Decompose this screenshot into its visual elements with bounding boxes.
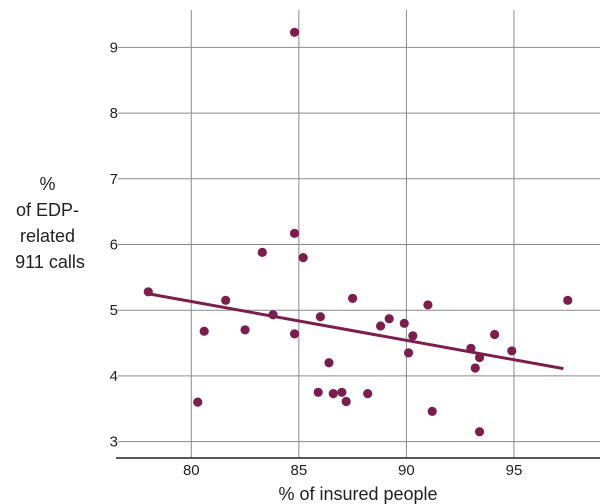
data-point — [324, 358, 334, 368]
data-point — [423, 300, 433, 310]
y-tick-label: 5 — [110, 302, 118, 319]
data-point — [427, 406, 437, 416]
data-point — [507, 346, 517, 356]
x-tick-label: 90 — [398, 462, 415, 479]
data-point — [221, 295, 231, 305]
data-point — [489, 329, 500, 340]
y-tick-label: 3 — [110, 434, 118, 451]
data-point — [328, 389, 338, 399]
y-axis-label-line: % — [39, 174, 55, 194]
data-point — [199, 326, 209, 336]
y-axis-label-line: 911 calls — [15, 252, 85, 272]
data-point — [298, 253, 308, 263]
data-point — [337, 387, 347, 397]
data-point — [375, 321, 386, 331]
data-point — [313, 387, 323, 397]
data-point — [289, 228, 300, 238]
data-point — [403, 348, 414, 358]
vertical-gridlines — [190, 10, 515, 458]
data-point — [315, 312, 325, 322]
y-axis-label: % of EDP- related 911 calls — [15, 174, 85, 272]
y-tick-label: 9 — [110, 39, 118, 56]
x-tick-label: 85 — [291, 462, 308, 479]
data-point — [257, 247, 267, 257]
data-point — [563, 295, 573, 305]
data-point — [289, 329, 300, 339]
data-point — [408, 331, 418, 341]
x-tick-label: 95 — [506, 462, 523, 479]
x-tick-label: 80 — [183, 462, 200, 479]
data-point — [240, 325, 250, 335]
x-tick-labels: 80 85 90 95 — [183, 462, 522, 479]
data-point — [399, 318, 409, 328]
data-point — [363, 389, 373, 399]
data-point — [341, 396, 351, 407]
horizontal-gridlines — [118, 46, 600, 443]
x-axis-label: % of insured people — [278, 484, 437, 504]
data-point — [474, 427, 485, 437]
data-point — [384, 314, 394, 324]
data-point — [193, 397, 203, 407]
data-point — [268, 310, 278, 320]
data-point — [470, 363, 480, 373]
data-point — [289, 27, 300, 37]
y-axis-label-line: related — [20, 226, 75, 246]
y-axis-label-line: of EDP- — [16, 200, 79, 220]
y-tick-label: 8 — [110, 105, 118, 122]
data-point — [143, 287, 153, 297]
y-tick-labels: 3 4 5 6 7 8 9 — [110, 39, 118, 450]
y-tick-label: 6 — [110, 236, 118, 253]
data-points — [143, 27, 573, 437]
y-tick-label: 7 — [110, 171, 118, 188]
trend-line — [148, 292, 564, 371]
data-point — [474, 352, 485, 363]
y-tick-label: 4 — [110, 368, 118, 385]
data-point — [348, 293, 358, 303]
data-point — [466, 343, 476, 353]
